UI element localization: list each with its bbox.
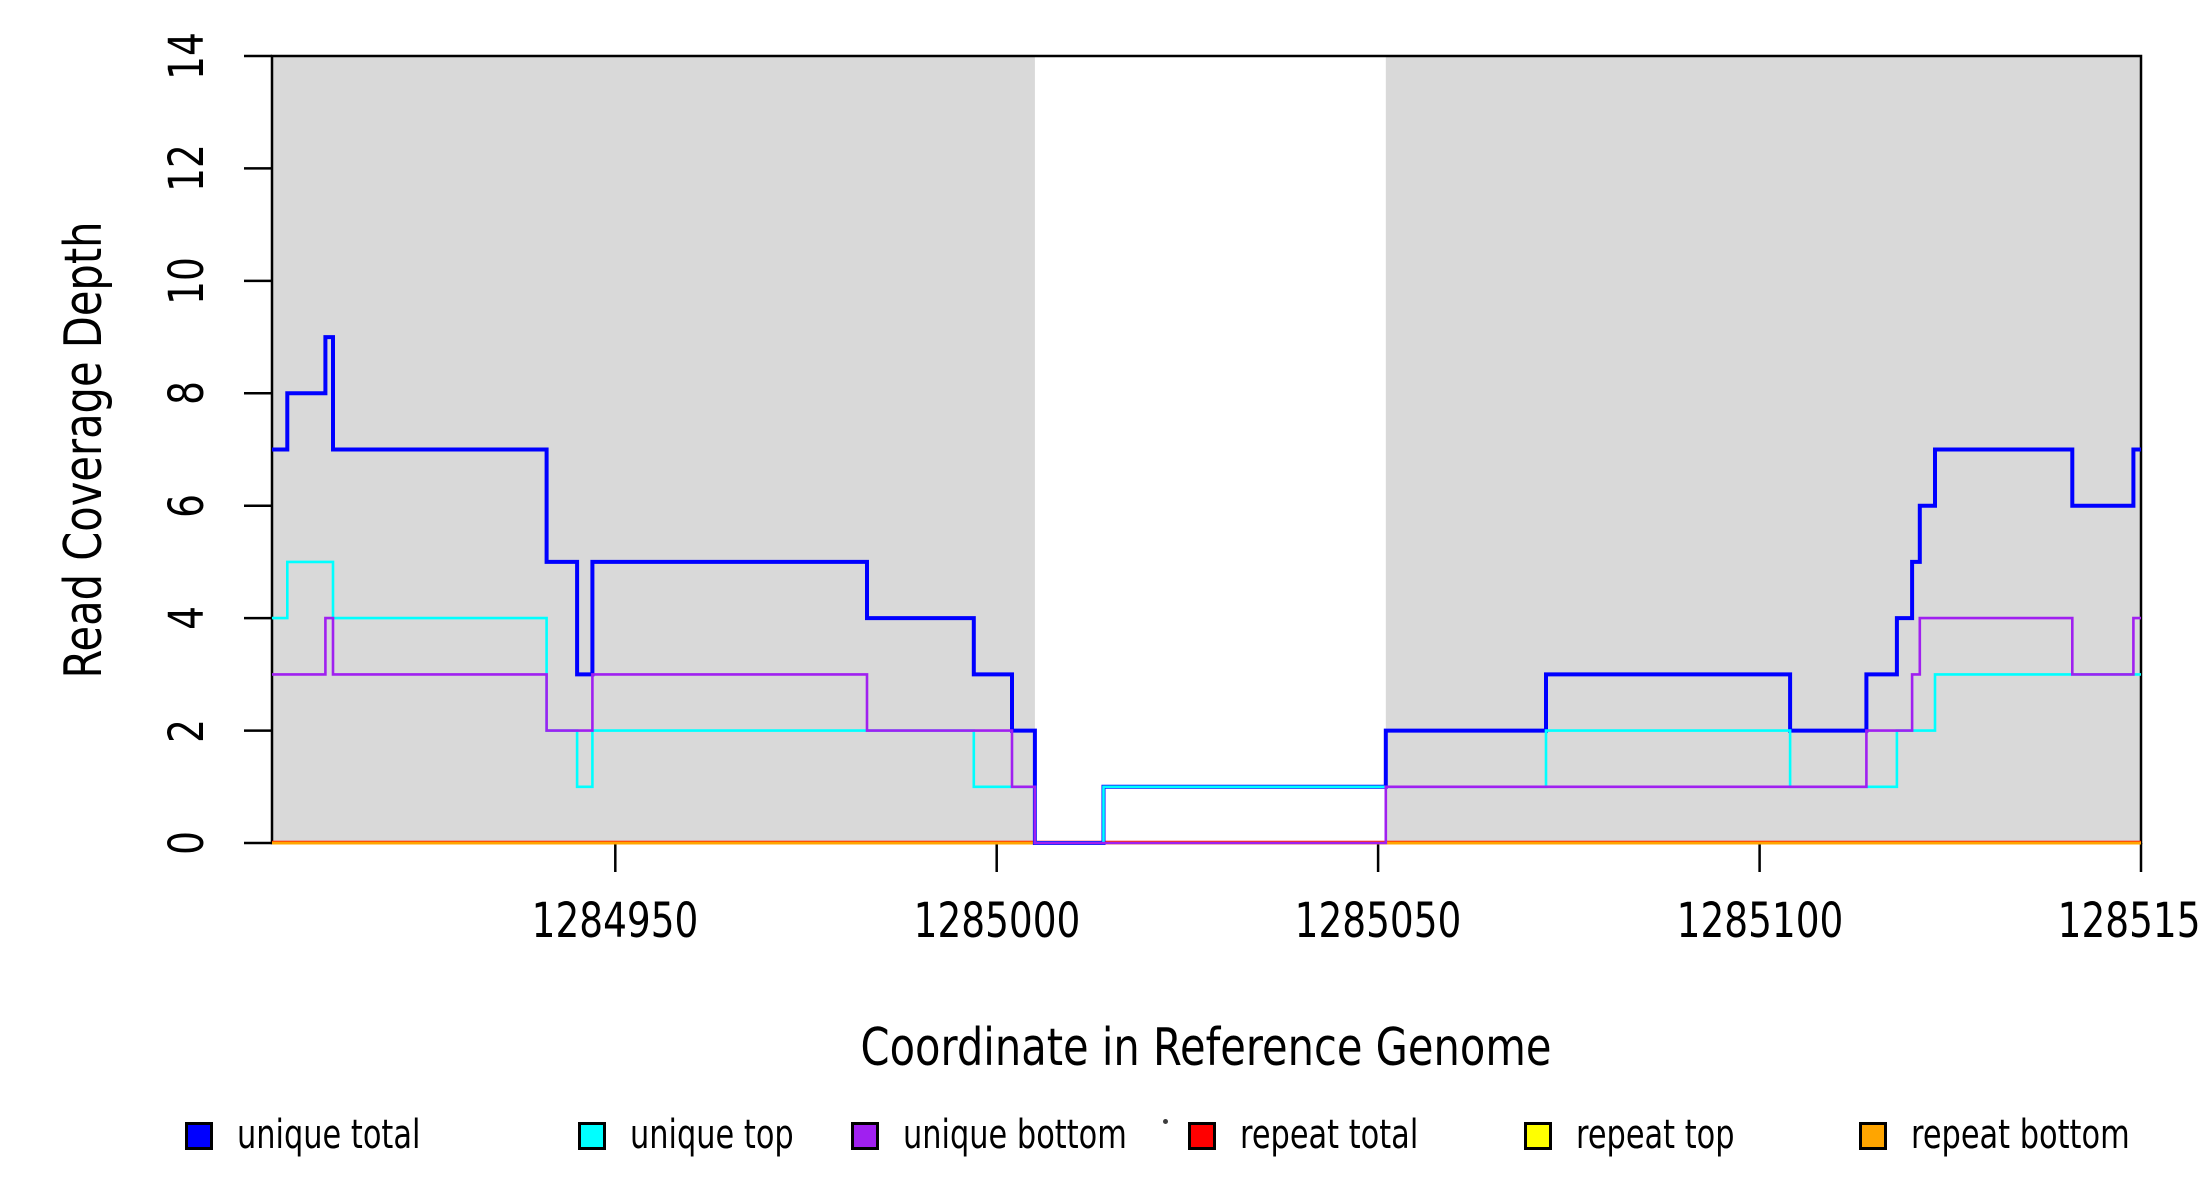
y-tick-label: 12 [159, 144, 215, 192]
series-unique-bottom [272, 616, 2141, 845]
x-tick-label: 1285050 [1294, 893, 1462, 949]
y-tick-label: 0 [159, 831, 215, 855]
x-tick-label: 1284950 [531, 893, 699, 949]
y-tick-label: 8 [159, 381, 215, 405]
y-axis-title: Read Coverage Depth [54, 221, 114, 679]
series-unique-top [272, 560, 2141, 845]
legend-label: unique top [630, 1112, 794, 1158]
stray-mark [1163, 1119, 1168, 1124]
legend-label: unique bottom [903, 1112, 1127, 1158]
y-tick-label: 2 [159, 719, 215, 743]
legend-swatch-repeat-total [1188, 1122, 1216, 1150]
x-axis-title: Coordinate in Reference Genome [860, 1018, 1552, 1078]
y-tick-label: 14 [159, 32, 215, 80]
legend-swatch-repeat-bottom [1859, 1122, 1887, 1150]
legend-label: repeat top [1576, 1112, 1735, 1158]
legend-label: repeat bottom [1911, 1112, 2130, 1158]
y-tick-label: 4 [159, 606, 215, 630]
y-tick-label: 6 [159, 494, 215, 518]
legend-swatch-unique-top [578, 1122, 606, 1150]
x-tick-label: 1285100 [1676, 893, 1844, 949]
legend-swatch-unique-bottom [851, 1122, 879, 1150]
legend-label: repeat total [1240, 1112, 1419, 1158]
legend-swatch-unique-total [185, 1122, 213, 1150]
legend-swatch-repeat-top [1524, 1122, 1552, 1150]
x-tick-label: 1285000 [913, 893, 1081, 949]
legend-label: unique total [237, 1112, 421, 1158]
y-tick-label: 10 [159, 257, 215, 305]
